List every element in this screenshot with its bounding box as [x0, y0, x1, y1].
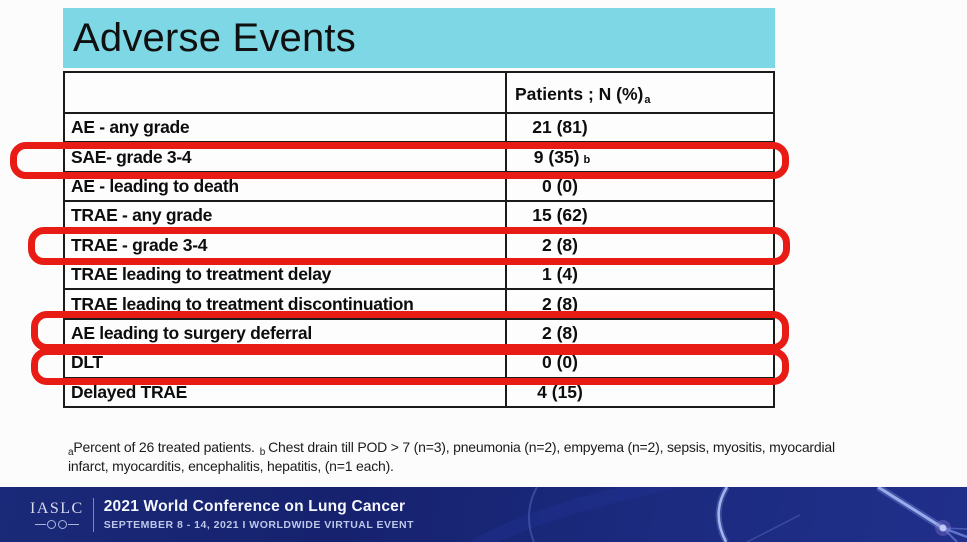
header-footnote-marker: a: [644, 94, 651, 106]
row-value: 0 (0): [542, 352, 578, 373]
title-bar: Adverse Events: [63, 8, 775, 68]
row-label: TRAE leading to treatment discontinuatio…: [71, 293, 414, 314]
row-label: AE - any grade: [71, 117, 190, 138]
table-row: TRAE - grade 3-4 2 (8): [65, 231, 773, 262]
row-label: AE leading to surgery deferral: [71, 323, 312, 344]
table-row: AE - leading to death 0 (0): [65, 172, 773, 203]
row-label: TRAE - grade 3-4: [71, 234, 208, 255]
footer-divider: [92, 497, 94, 532]
table-row: TRAE leading to treatment discontinuatio…: [65, 290, 773, 320]
page-title: Adverse Events: [73, 15, 356, 60]
table-row: AE leading to surgery deferral 2 (8): [65, 319, 773, 350]
footnote-marker-a: a: [68, 447, 74, 458]
value-footnote-marker: b: [583, 154, 591, 167]
row-label: TRAE leading to treatment delay: [71, 264, 332, 285]
footnote-marker-b: b: [259, 447, 266, 458]
iaslc-logo-text: IASLC: [30, 500, 84, 517]
footnote-text-b: Chest drain till POD > 7 (n=3), pneumoni…: [68, 439, 835, 474]
table-row: TRAE - any grade 15 (62): [65, 202, 773, 232]
iaslc-emblem-icon: [34, 520, 79, 529]
footnote: aPercent of 26 treated patients. b Chest d…: [68, 439, 878, 475]
conference-footer: IASLC 2021 World Conference on Lung Canc…: [0, 487, 967, 542]
conference-title: 2021 World Conference on Lung Cancer: [103, 498, 406, 515]
header-patients-cell: Patients ; N (%) a: [505, 73, 773, 112]
table-row: DLT 0 (0): [65, 349, 773, 379]
row-value: 21 (81): [532, 117, 588, 138]
footer-decorative-lines: [468, 487, 967, 542]
table-header-row: Patients ; N (%) a: [65, 73, 773, 114]
table-row: Delayed TRAE 4 (15): [65, 378, 773, 407]
row-value: 2 (8): [542, 323, 578, 344]
row-value: 1 (4): [542, 264, 578, 285]
conference-dates: SEPTEMBER 8 - 14, 2021 I WORLDWIDE VIRTU…: [103, 519, 415, 531]
row-label: AE - leading to death: [71, 176, 239, 197]
row-value: 2 (8): [542, 234, 578, 255]
table-row: TRAE leading to treatment delay 1 (4): [65, 261, 773, 291]
row-label: DLT: [71, 352, 103, 373]
row-label: TRAE - any grade: [71, 205, 213, 226]
row-label: SAE- grade 3-4: [71, 146, 192, 167]
row-value: 2 (8): [542, 293, 578, 314]
adverse-events-table: Patients ; N (%) a AE - any grade 21 (81)…: [63, 71, 775, 408]
table-row: SAE- grade 3-4 9 (35) b: [65, 143, 773, 173]
row-value: 4 (15): [537, 381, 583, 402]
row-value: 0 (0): [542, 176, 578, 197]
column-header: Patients ; N (%): [515, 84, 644, 104]
header-empty-cell: [65, 73, 505, 112]
row-value: 9 (35): [533, 146, 580, 167]
table-row: AE - any grade 21 (81): [65, 114, 773, 144]
iaslc-logo: IASLC: [30, 500, 84, 529]
row-value: 15 (62): [532, 205, 588, 226]
row-label: Delayed TRAE: [71, 381, 188, 402]
footnote-text-a: Percent of 26 treated patients.: [73, 439, 255, 455]
